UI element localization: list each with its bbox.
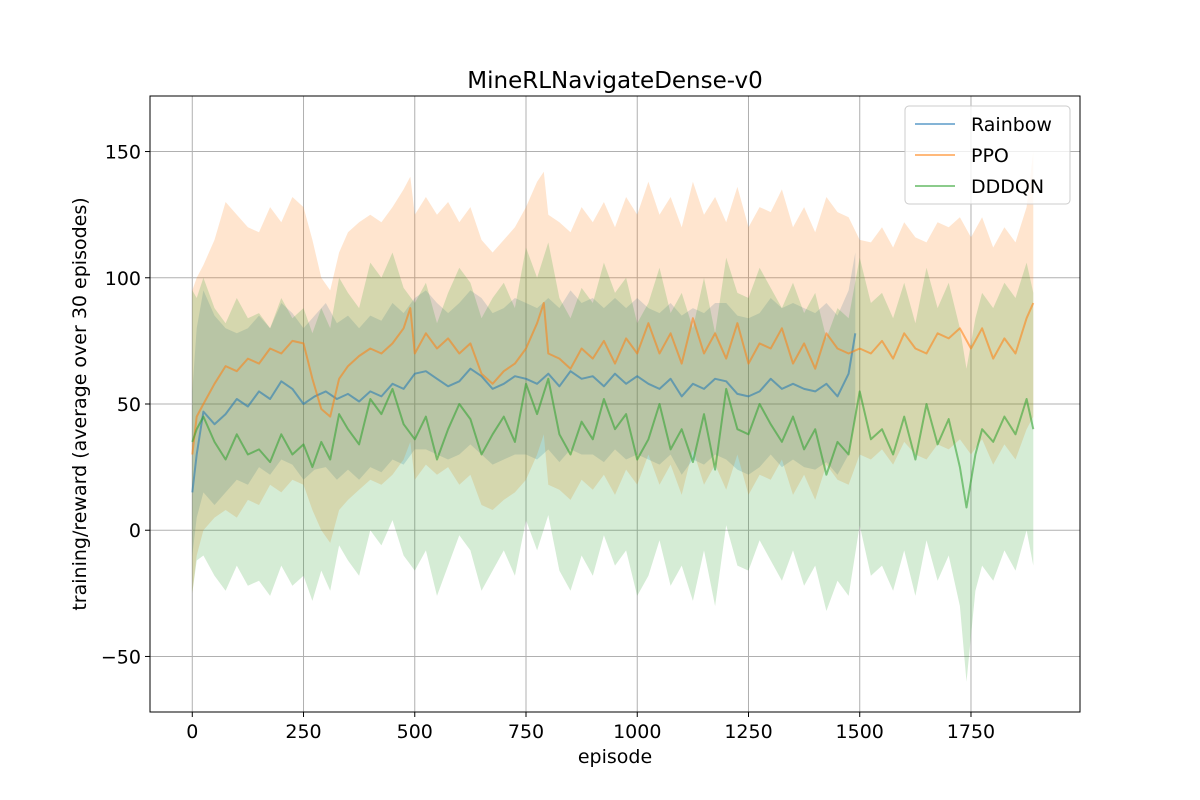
ppo-line xyxy=(191,302,1035,455)
x-tick-label: 1500 xyxy=(836,721,884,743)
legend-box xyxy=(904,105,1071,205)
dddqn-line xyxy=(191,377,1035,509)
y-tick-label: 0 xyxy=(129,520,141,542)
x-tick-label: 1750 xyxy=(947,721,995,743)
x-axis-label: episode xyxy=(578,746,652,768)
chart-title: MineRLNavigateDense-v0 xyxy=(467,68,762,94)
legend-label-dddqn: DDDQN xyxy=(971,176,1044,198)
dddqn-band xyxy=(192,242,1034,682)
y-tick-label: 100 xyxy=(105,268,141,290)
x-tick-label: 1250 xyxy=(724,721,772,743)
legend: Rainbow PPO DDDQN xyxy=(904,105,1071,205)
rainbow-line xyxy=(191,333,857,493)
x-tick-label: 500 xyxy=(397,721,433,743)
ppo-band xyxy=(192,151,1034,594)
x-tick-label: 750 xyxy=(508,721,544,743)
y-tick-label: 50 xyxy=(117,394,141,416)
x-tick-label: 250 xyxy=(285,721,321,743)
legend-label-rainbow: Rainbow xyxy=(971,114,1052,136)
y-tick-label: −50 xyxy=(101,646,141,668)
x-tick-label: 1000 xyxy=(613,721,661,743)
x-tick-label: 0 xyxy=(186,721,198,743)
axis-ticks: 0 250 500 750 1000 1250 1500 1750 −50 0 50 100 150 xyxy=(101,142,995,743)
legend-label-ppo: PPO xyxy=(971,145,1009,167)
y-axis-label: training/reward (average over 30 episode… xyxy=(69,197,91,610)
y-tick-label: 150 xyxy=(105,142,141,164)
series-lines xyxy=(191,302,1035,509)
